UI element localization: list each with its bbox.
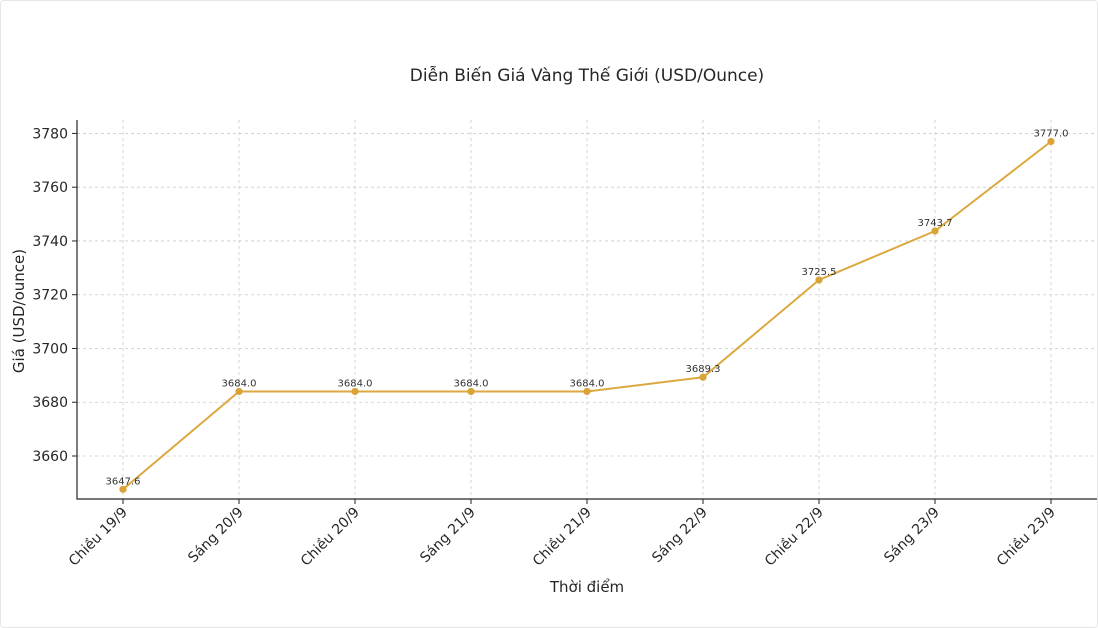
y-tick-label: 3720 xyxy=(32,288,68,304)
grid-layer xyxy=(77,120,1097,499)
x-tick-label: Chiều 22/9 xyxy=(761,504,827,570)
y-tick-label: 3700 xyxy=(32,341,68,357)
data-point xyxy=(351,387,359,396)
data-label: 3684.0 xyxy=(338,378,373,389)
y-tick-label: 3780 xyxy=(32,126,68,142)
data-label: 3725.5 xyxy=(802,267,837,278)
data-point xyxy=(931,227,939,235)
x-axis-label: Thời điểm xyxy=(549,578,624,596)
x-tick-label: Chiều 19/9 xyxy=(65,504,131,570)
data-point xyxy=(467,387,475,396)
x-tick-label: Chiều 21/9 xyxy=(529,504,595,570)
data-label: 3689.3 xyxy=(686,364,721,375)
x-tick-label: Sáng 22/9 xyxy=(649,505,711,567)
data-label: 3684.0 xyxy=(570,378,605,389)
y-tick-label: 3760 xyxy=(32,180,68,196)
y-tick-label: 3740 xyxy=(32,234,68,250)
x-tick-label: Chiều 20/9 xyxy=(297,504,363,570)
axis-spine xyxy=(76,120,1097,500)
data-point xyxy=(583,387,591,396)
y-axis-label: Giá (USD/ounce) xyxy=(10,249,28,373)
data-point xyxy=(1047,137,1055,146)
data-label: 3743.7 xyxy=(918,218,953,229)
x-tick-label: Chiều 23/9 xyxy=(993,504,1059,570)
labels-layer: 3647.6 3684.0 3684.0 3684.0 3684.0 3689.3 3725… xyxy=(106,129,1069,488)
data-label: 3684.0 xyxy=(222,378,257,389)
data-point xyxy=(699,373,707,381)
y-tick-label: 3680 xyxy=(32,395,68,411)
data-point xyxy=(815,276,823,284)
x-tick-label: Sáng 20/9 xyxy=(185,505,247,567)
data-label: 3777.0 xyxy=(1034,129,1069,140)
series-layer xyxy=(119,137,1055,493)
x-tick-label: Sáng 21/9 xyxy=(417,505,479,567)
data-label: 3684.0 xyxy=(454,378,489,389)
y-tick-label: 3660 xyxy=(32,449,68,465)
data-label: 3647.6 xyxy=(106,476,141,487)
data-point xyxy=(235,387,243,396)
x-tick-label: Sáng 23/9 xyxy=(881,505,943,567)
data-point xyxy=(119,485,127,493)
chart-title: Diễn Biến Giá Vàng Thế Giới (USD/Ounce) xyxy=(410,65,764,86)
